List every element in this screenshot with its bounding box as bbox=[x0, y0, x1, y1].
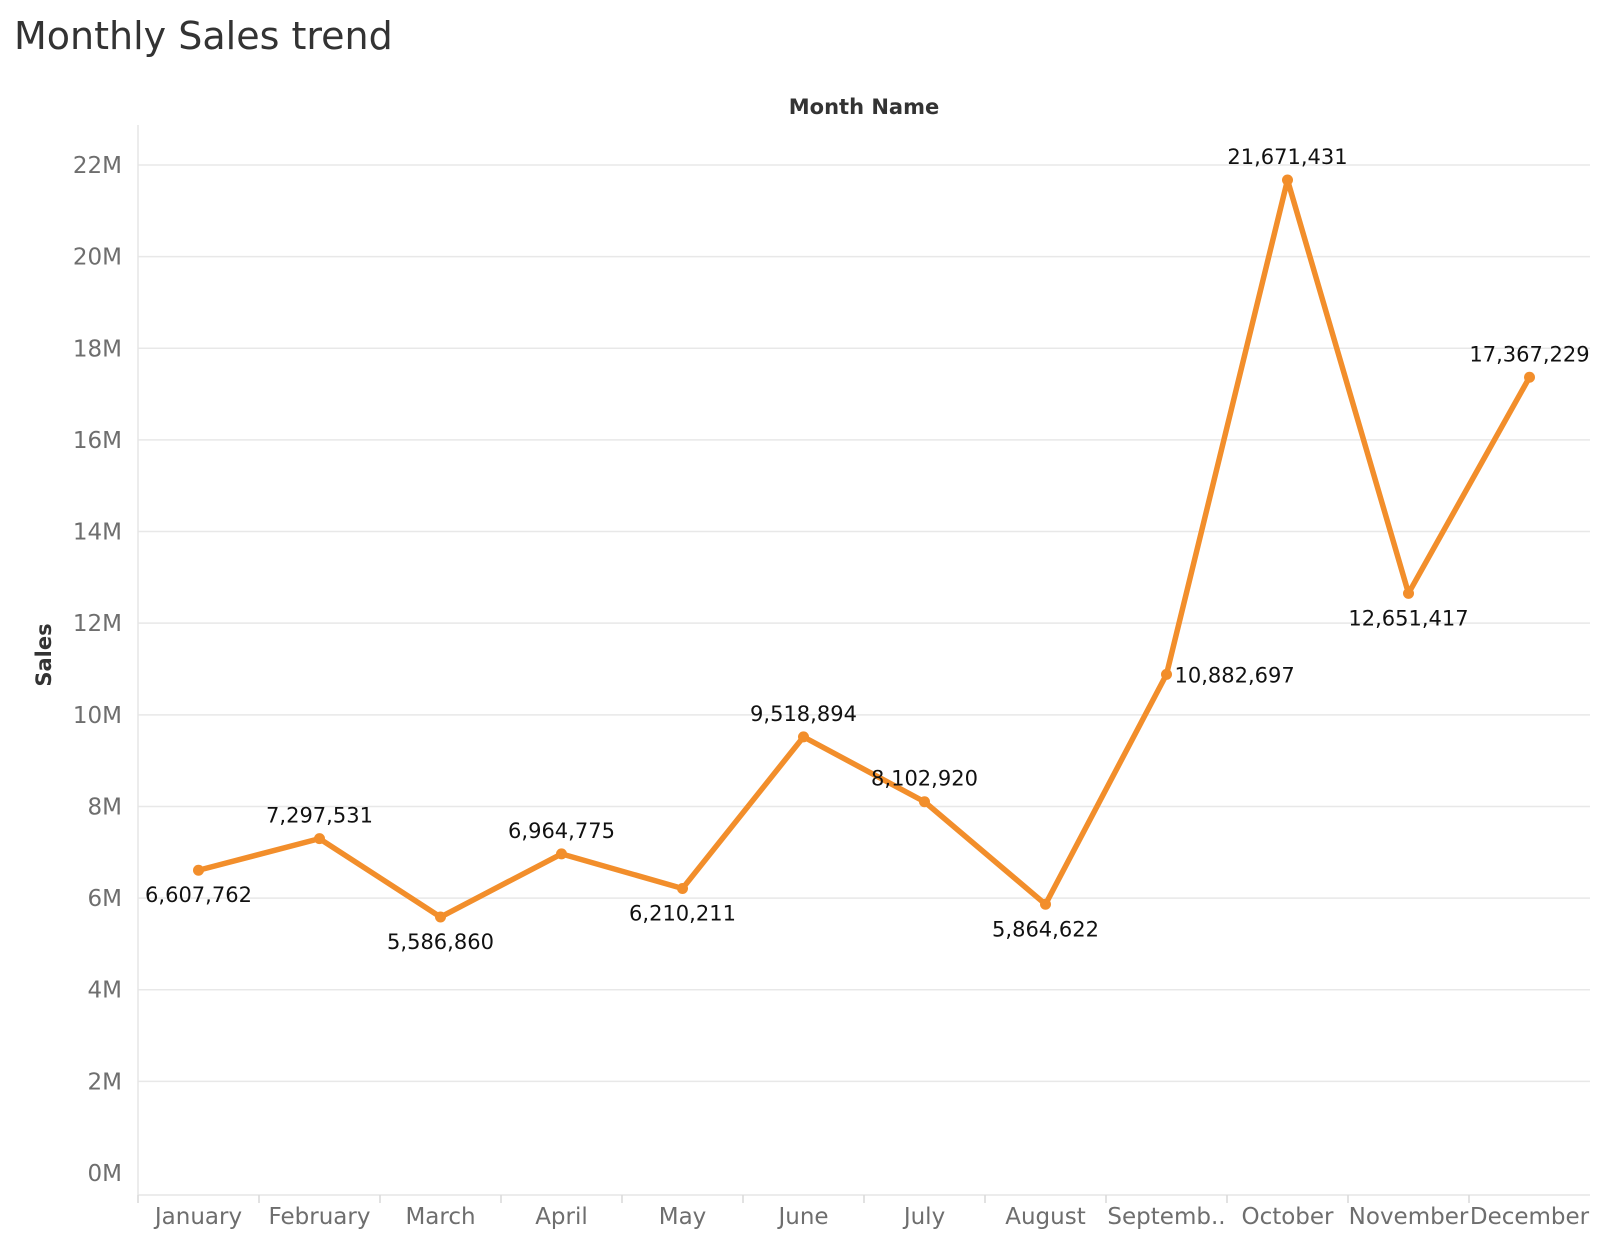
data-label: 9,518,894 bbox=[750, 702, 857, 726]
x-category-label: October bbox=[1241, 1204, 1334, 1230]
x-category-label: April bbox=[535, 1204, 588, 1230]
x-category-label: March bbox=[405, 1204, 475, 1230]
y-tick-label: 6M bbox=[88, 886, 122, 912]
data-label: 6,964,775 bbox=[508, 819, 615, 843]
y-axis-title: Sales bbox=[32, 623, 56, 686]
data-point[interactable] bbox=[435, 911, 446, 923]
y-tick-label: 4M bbox=[88, 978, 122, 1004]
data-label: 17,367,229 bbox=[1469, 342, 1589, 366]
data-point[interactable] bbox=[193, 864, 204, 876]
data-point[interactable] bbox=[1282, 174, 1293, 186]
data-label: 5,864,622 bbox=[992, 917, 1099, 941]
data-label: 12,651,417 bbox=[1348, 606, 1468, 630]
data-point[interactable] bbox=[314, 833, 325, 845]
y-axis-tick-labels: 0M 2M 4M 6M 8M 10M 12M 14M 16M 18M 20M 22M bbox=[73, 153, 122, 1187]
x-category-label: February bbox=[269, 1204, 371, 1230]
x-category-label: January bbox=[153, 1204, 242, 1230]
data-label: 8,102,920 bbox=[871, 767, 978, 791]
data-point[interactable] bbox=[919, 796, 930, 808]
column-header: Month Name bbox=[789, 95, 939, 119]
data-point[interactable] bbox=[1040, 898, 1051, 910]
data-label: 7,297,531 bbox=[266, 804, 373, 828]
chart-title: Monthly Sales trend bbox=[14, 14, 393, 58]
data-labels: 6,607,762 7,297,531 5,586,860 6,964,775 6,21… bbox=[145, 145, 1590, 954]
data-label: 10,882,697 bbox=[1175, 663, 1295, 687]
series-sales bbox=[193, 174, 1535, 923]
x-category-label: July bbox=[902, 1204, 945, 1230]
y-tick-label: 12M bbox=[73, 611, 122, 637]
y-tick-label: 16M bbox=[73, 428, 122, 454]
data-point[interactable] bbox=[798, 731, 809, 743]
y-tick-label: 2M bbox=[88, 1069, 122, 1095]
x-category-label: August bbox=[1005, 1204, 1086, 1230]
data-point[interactable] bbox=[1403, 587, 1414, 599]
y-tick-label: 18M bbox=[73, 336, 122, 362]
data-label: 6,210,211 bbox=[629, 901, 736, 925]
x-category-label: December bbox=[1470, 1204, 1590, 1230]
y-tick-label: 0M bbox=[88, 1161, 122, 1187]
data-point[interactable] bbox=[556, 848, 567, 860]
data-label: 5,586,860 bbox=[387, 930, 494, 954]
data-point[interactable] bbox=[1161, 668, 1172, 680]
data-label: 21,671,431 bbox=[1227, 145, 1347, 169]
gridlines bbox=[138, 164, 1590, 1083]
x-category-label: November bbox=[1349, 1204, 1469, 1230]
x-axis-category-labels: January February March April May June July Augu… bbox=[137, 1195, 1590, 1230]
data-point[interactable] bbox=[1524, 371, 1535, 383]
series-line bbox=[195, 177, 1533, 920]
x-category-label: May bbox=[659, 1204, 707, 1230]
data-point[interactable] bbox=[677, 882, 688, 894]
y-tick-label: 10M bbox=[73, 703, 122, 729]
y-tick-label: 22M bbox=[73, 153, 122, 179]
axes bbox=[137, 125, 1590, 1196]
data-label: 6,607,762 bbox=[145, 883, 252, 907]
x-category-label: Septemb.. bbox=[1107, 1204, 1225, 1230]
x-category-label: June bbox=[776, 1204, 828, 1230]
y-tick-label: 14M bbox=[73, 520, 122, 546]
y-tick-label: 20M bbox=[73, 245, 122, 271]
y-tick-label: 8M bbox=[88, 794, 122, 820]
